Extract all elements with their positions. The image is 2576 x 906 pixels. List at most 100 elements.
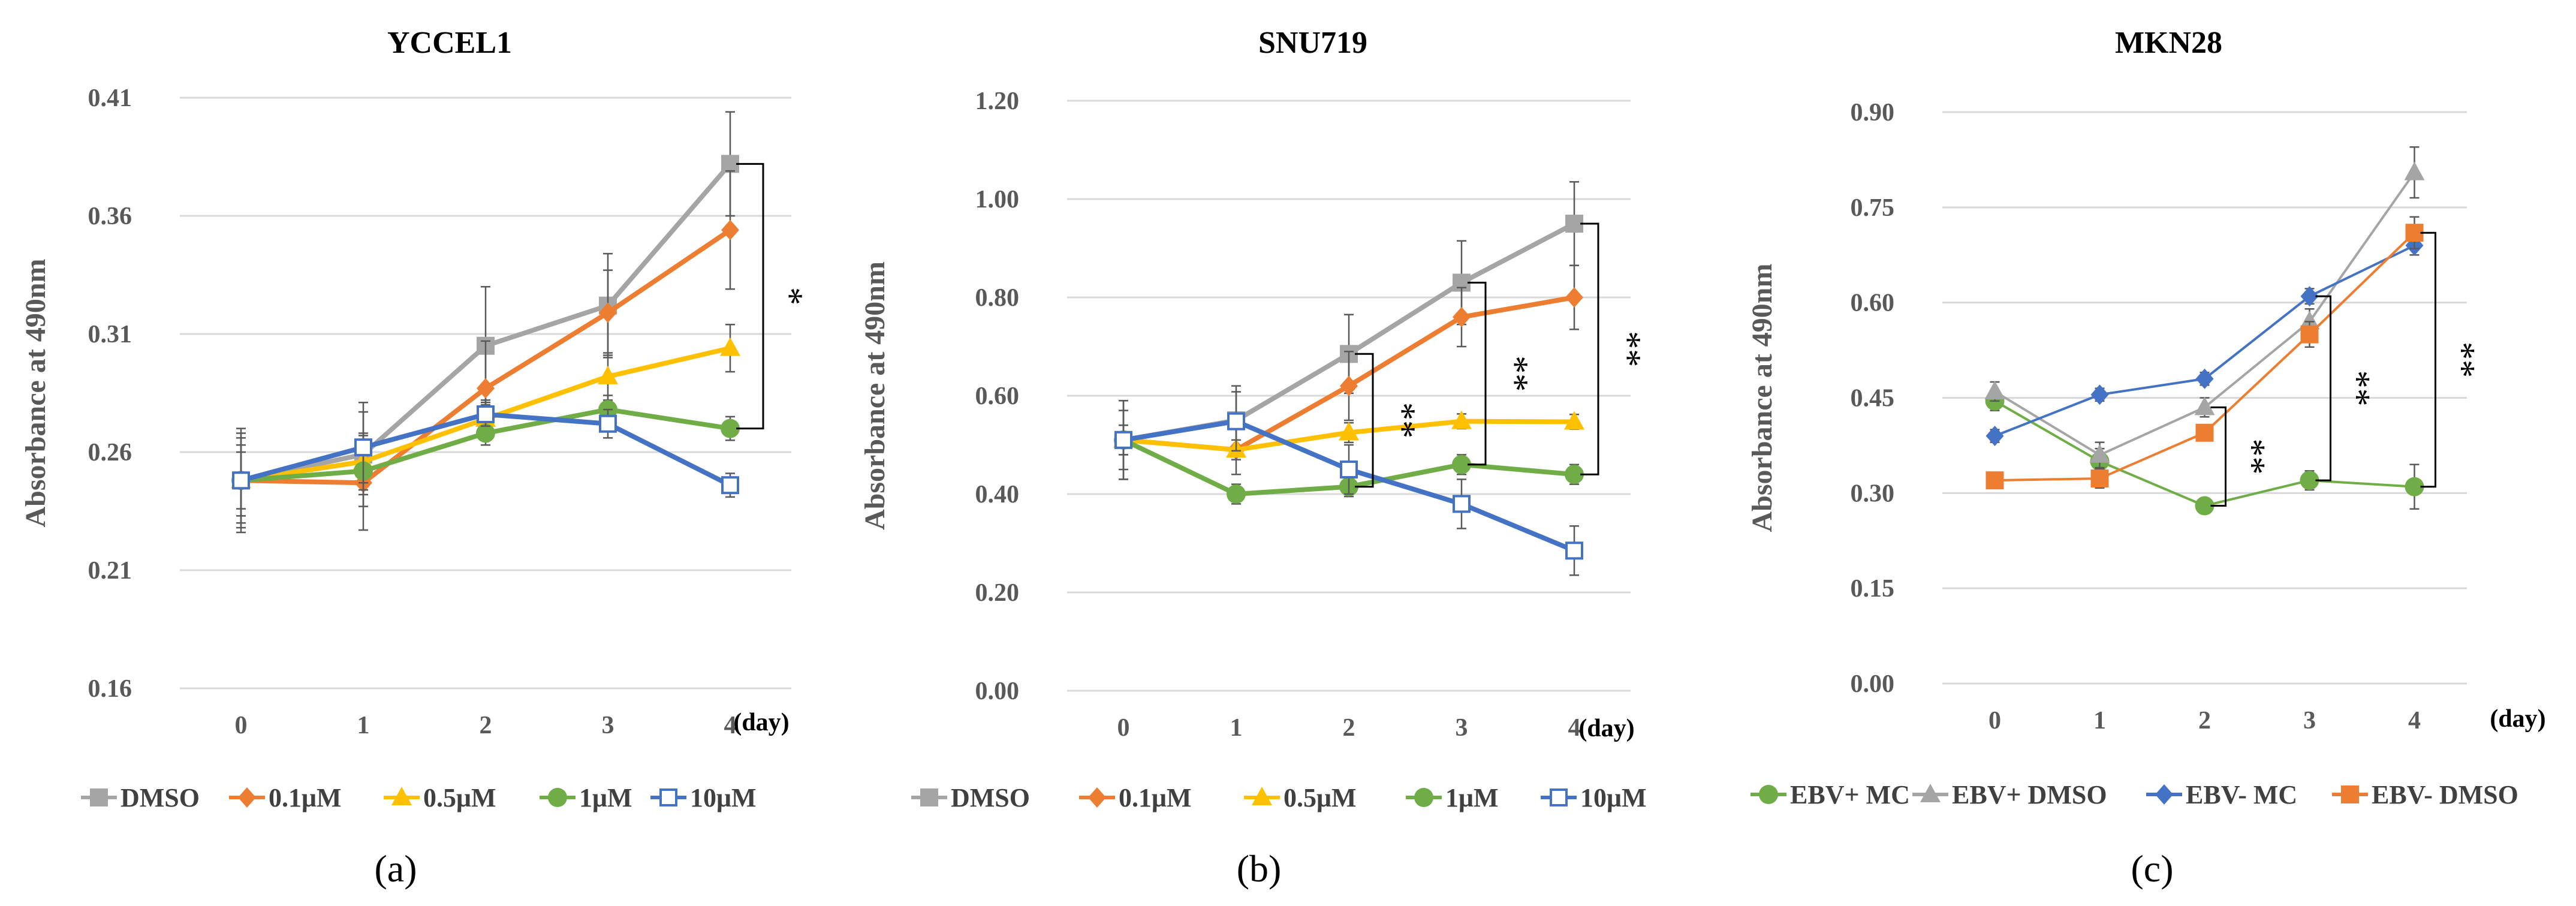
x-tick-label: 1 (1230, 714, 1243, 742)
significance-bracket (2210, 406, 2226, 507)
x-tick-label: 0 (1117, 714, 1130, 742)
legend-marker (1088, 787, 1106, 808)
y-tick-label: 0.00 (1851, 670, 1895, 698)
x-tick-label: 2 (480, 712, 492, 739)
x-axis-label: (day) (2490, 705, 2545, 733)
legend-marker (1252, 787, 1272, 805)
series-10μM (1114, 391, 1583, 576)
legend-entry: 0.1μM (229, 783, 341, 812)
legend-marker (1550, 788, 1568, 806)
chart-title: SNU719 (1258, 26, 1367, 60)
y-tick-label: 0.16 (88, 675, 132, 703)
data-point (599, 302, 617, 323)
y-tick-label: 0.60 (975, 383, 1020, 410)
data-point (476, 423, 495, 443)
legend-label: 1μM (1445, 783, 1498, 812)
data-point (477, 405, 495, 423)
data-point (1340, 460, 1358, 478)
data-point (2300, 286, 2319, 307)
legend-marker (1920, 784, 1941, 802)
x-axis-label: (day) (1578, 715, 1634, 742)
data-point (1451, 410, 1472, 429)
y-tick-label: 0.00 (975, 678, 1020, 705)
x-tick-label: 2 (1343, 714, 1355, 742)
chart-title: MKN28 (2115, 26, 2222, 60)
legend-marker (238, 787, 256, 808)
chart-panel-2: 0.00 0.15 0.30 0.45 0.60 0.75 0.90 0 1 2 3 4 (day) MK… (1746, 26, 2546, 890)
data-point (598, 365, 618, 384)
y-tick-label: 0.26 (88, 439, 132, 466)
legend-marker (920, 788, 938, 806)
data-point (721, 219, 739, 240)
series-EBV+ DMSO (1984, 146, 2425, 469)
legend-entry: 0.5μM (1244, 783, 1356, 812)
significance-bracket (1355, 353, 1374, 488)
legend-entry: EBV+ DMSO (1912, 780, 2107, 809)
legend-label: EBV- MC (2186, 780, 2297, 809)
legend-entry: 10μM (650, 783, 756, 812)
significance-bracket (1580, 222, 1599, 475)
data-point (2195, 368, 2214, 389)
data-point (2194, 396, 2215, 416)
y-axis-label: Absorbance at 490nm (1746, 263, 1778, 532)
legend-label: 0.5μM (1284, 783, 1356, 812)
legend-entry: DMSO (911, 783, 1030, 812)
legend-label: 0.1μM (1119, 783, 1191, 812)
data-point (354, 438, 372, 457)
x-axis-label: (day) (733, 709, 789, 736)
legend-marker (2155, 784, 2173, 805)
data-point (232, 471, 250, 490)
significance-label: ** (1383, 402, 1423, 438)
y-axis-label: Absorbance at 490nm (20, 258, 52, 527)
legend-label: EBV+ DMSO (1952, 780, 2107, 809)
legend-label: EBV- DMSO (2372, 780, 2518, 809)
y-tick-label: 0.30 (1851, 480, 1895, 507)
data-point (1986, 426, 2004, 447)
data-point (2299, 311, 2320, 330)
x-tick-label: 0 (1989, 707, 2001, 735)
data-point (721, 419, 740, 438)
data-point (2090, 469, 2109, 487)
y-tick-label: 0.36 (88, 203, 132, 230)
legend-label: 10μM (690, 783, 756, 812)
y-tick-label: 0.75 (1851, 194, 1895, 222)
y-tick-label: 0.31 (88, 321, 132, 348)
chart-panel-1: 0.00 0.20 0.40 0.60 0.80 1.00 1.20 0 1 2 3 4(day) SN… (859, 26, 1648, 890)
legend-entry: 10μM (1541, 783, 1646, 812)
x-tick-label: 1 (357, 712, 370, 739)
legend-entry: 0.1μM (1079, 783, 1191, 812)
panel-label: (b) (1237, 847, 1282, 890)
legend-label: 10μM (1580, 783, 1646, 812)
data-point (2405, 477, 2424, 496)
data-point (1114, 431, 1132, 449)
data-point (2090, 384, 2109, 405)
y-tick-label: 0.60 (1851, 290, 1895, 317)
legend-label: DMSO (120, 783, 200, 812)
legend-marker (659, 788, 677, 806)
x-tick-label: 4 (2408, 707, 2421, 735)
legend-label: 1μM (579, 783, 632, 812)
data-point (2089, 444, 2110, 463)
data-point (1453, 306, 1471, 327)
significance-bracket (2315, 295, 2331, 481)
data-point (1453, 495, 1471, 513)
legend-label: EBV+ MC (1790, 780, 1910, 809)
y-tick-label: 0.90 (1851, 99, 1895, 127)
series-EBV- DMSO (1986, 216, 2424, 490)
data-point (2300, 325, 2319, 344)
x-tick-label: 3 (602, 712, 614, 739)
legend-label: 0.1μM (269, 783, 341, 812)
y-tick-label: 0.20 (975, 579, 1020, 607)
data-point (1565, 287, 1583, 308)
data-point (1340, 375, 1358, 396)
legend-entry: 0.5μM (384, 783, 496, 812)
legend-entry: DMSO (81, 783, 200, 812)
data-point (1227, 484, 1246, 504)
y-tick-label: 0.21 (88, 557, 132, 585)
data-point (1452, 454, 1471, 474)
x-tick-label: 4 (1568, 714, 1581, 742)
significance-label: ** (1496, 356, 1535, 392)
data-point (721, 476, 739, 495)
data-point (1984, 380, 2005, 399)
